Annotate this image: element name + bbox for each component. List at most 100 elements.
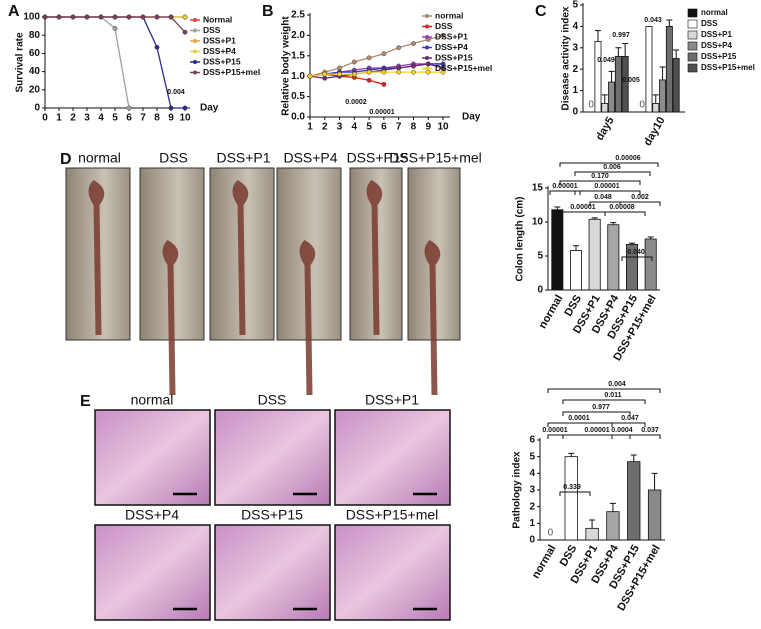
annotation: 0.049 xyxy=(597,57,615,64)
photo-label: normal xyxy=(131,392,174,408)
colon-shape xyxy=(366,180,383,335)
bracket xyxy=(562,411,631,416)
legend-label: DSS+P15+mel xyxy=(701,63,755,72)
y-axis-label: Survival rate xyxy=(15,32,26,92)
panel-label: D xyxy=(60,151,72,168)
y-tick-label: 15 xyxy=(532,183,544,194)
bracket xyxy=(549,190,581,195)
point xyxy=(366,69,372,75)
photo-label: DSS xyxy=(159,150,188,166)
y-tick-label: 1 xyxy=(572,85,578,96)
series-line xyxy=(309,63,444,79)
bracket xyxy=(604,211,646,216)
y-axis-label: Disease activity index xyxy=(561,6,572,110)
error-bar xyxy=(659,66,666,80)
bracket xyxy=(621,256,653,261)
legend-label: DSS+P1 xyxy=(701,30,732,39)
bar xyxy=(665,25,673,113)
photo-label: DSS+P1 xyxy=(216,150,270,166)
y-tick-label: 2.5 xyxy=(291,10,305,21)
error-bar xyxy=(651,472,658,490)
error-bar xyxy=(647,236,654,239)
annotation: 0.047 xyxy=(621,415,639,422)
colon-shape xyxy=(88,180,105,335)
legend-label: DSS+P1 xyxy=(435,31,468,41)
bracket xyxy=(547,388,661,393)
error-bar xyxy=(610,222,617,225)
legend-marker xyxy=(425,66,429,71)
error-bar xyxy=(601,94,608,104)
legend-swatch xyxy=(687,8,698,18)
y-tick-label: 20 xyxy=(29,84,41,95)
y-tick-label: 60 xyxy=(29,48,41,59)
point xyxy=(337,65,342,71)
colon-shape xyxy=(424,240,441,395)
photo-label: normal xyxy=(78,150,121,166)
x-tick-label: 4 xyxy=(98,113,104,124)
y-tick-label: 4 xyxy=(529,468,535,479)
point xyxy=(84,14,90,20)
annotation: 0.170 xyxy=(591,173,609,180)
x-axis-label: Day xyxy=(200,103,219,114)
x-tick-label: day10 xyxy=(642,115,668,148)
legend-swatch xyxy=(687,19,698,29)
x-tick-label: 2 xyxy=(70,113,76,124)
error-bar xyxy=(673,49,680,59)
x-tick-label: 8 xyxy=(411,122,417,133)
bracket xyxy=(559,491,591,496)
value-label: 0 xyxy=(548,528,554,539)
annotation: 0.040 xyxy=(627,249,645,256)
bar xyxy=(614,55,622,113)
x-axis-label: Day xyxy=(462,112,481,123)
error-bar xyxy=(630,454,637,462)
legend-marker xyxy=(425,56,429,60)
photo-panels xyxy=(65,167,461,621)
histology-photo xyxy=(214,524,331,621)
x-tick-label: normal xyxy=(537,293,566,331)
point xyxy=(126,105,132,111)
y-tick-label: 100 xyxy=(23,12,40,23)
point xyxy=(411,63,416,69)
x-tick-label: 3 xyxy=(84,113,90,124)
annotation: 0.043 xyxy=(644,17,662,24)
y-tick-label: 0 xyxy=(572,107,578,118)
photo-label: DSS+P15+mel xyxy=(346,507,439,523)
bar xyxy=(594,40,602,113)
point xyxy=(425,69,431,75)
colon-shape xyxy=(232,180,249,335)
bar xyxy=(564,456,578,541)
y-tick-label: 10 xyxy=(532,217,544,228)
bracket xyxy=(562,399,646,404)
legend-marker xyxy=(193,70,197,75)
photo-label: DSS+P1 xyxy=(365,392,419,408)
histology-photo xyxy=(214,409,331,506)
error-bar xyxy=(554,206,561,210)
point xyxy=(182,29,188,35)
annotation: 0.005 xyxy=(622,77,640,84)
legend-marker xyxy=(193,39,197,43)
bar xyxy=(606,511,620,541)
histology-photo xyxy=(334,524,451,621)
point xyxy=(126,14,132,20)
point xyxy=(154,44,160,50)
point xyxy=(168,14,174,20)
photo-label: DSS+P4 xyxy=(283,150,337,166)
y-tick-label: 5 xyxy=(529,451,535,462)
annotation: 0.00001 xyxy=(369,109,394,116)
bracket xyxy=(547,434,564,439)
y-tick-label: 2 xyxy=(572,64,578,75)
bar xyxy=(659,79,667,113)
colon-shape xyxy=(299,240,316,395)
annotation: 0.00001 xyxy=(584,427,609,434)
y-tick-label: 0 xyxy=(529,535,535,546)
y-tick-label: 6 xyxy=(529,435,535,446)
y-tick-label: 3 xyxy=(529,485,535,496)
legend-marker xyxy=(193,18,197,22)
annotation: 0.0004 xyxy=(611,427,633,434)
legend-label: DSS+P4 xyxy=(701,41,732,50)
point xyxy=(381,51,387,57)
y-tick-label: 5 xyxy=(537,251,543,262)
point xyxy=(396,45,402,51)
